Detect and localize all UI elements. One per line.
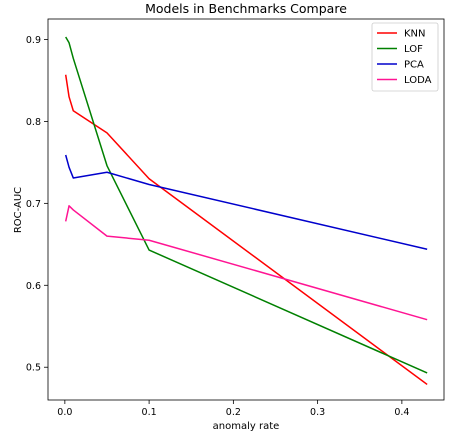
x-tick-label: 0.2 [226, 407, 241, 418]
series-line-pca [64, 154, 428, 250]
plot-frame [47, 18, 445, 401]
series-line-loda [64, 205, 428, 321]
legend-label-pca: PCA [404, 60, 424, 71]
x-axis-ticks: 0.0 0.1 0.2 0.3 0.4 [57, 400, 409, 418]
x-tick-label: 0.4 [394, 407, 409, 418]
x-tick-label: 0.0 [57, 407, 72, 418]
chart-title: Models in Benchmarks Compare [145, 1, 347, 16]
series-line-lof [65, 36, 428, 374]
y-tick-label: 0.6 [26, 281, 41, 292]
y-axis-ticks: 0.5 0.6 0.7 0.8 0.9 [26, 35, 48, 374]
legend-label-knn: KNN [404, 29, 426, 40]
legend-label-loda: LODA [404, 75, 432, 86]
x-axis-label: anomaly rate [213, 421, 280, 432]
y-axis-label: ROC-AUC [13, 187, 24, 233]
y-tick-label: 0.5 [26, 363, 41, 374]
plot-lines [64, 36, 428, 386]
y-tick-label: 0.7 [26, 199, 41, 210]
legend: KNN LOF PCA LODA [371, 22, 439, 92]
y-tick-label: 0.9 [26, 35, 41, 46]
x-tick-label: 0.1 [142, 407, 157, 418]
x-tick-label: 0.3 [310, 407, 325, 418]
legend-box [371, 22, 439, 92]
series-line-knn [64, 74, 428, 386]
y-tick-label: 0.8 [26, 117, 41, 128]
legend-label-lof: LOF [404, 44, 423, 55]
